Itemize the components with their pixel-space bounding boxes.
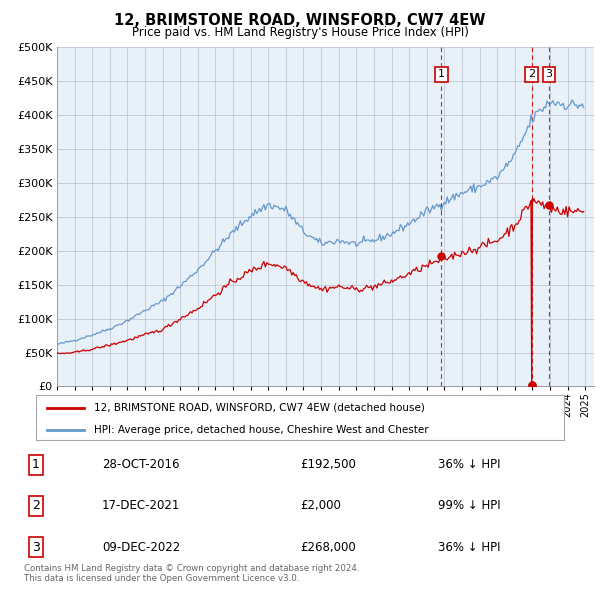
Text: 3: 3 xyxy=(545,70,553,79)
Text: 12, BRIMSTONE ROAD, WINSFORD, CW7 4EW: 12, BRIMSTONE ROAD, WINSFORD, CW7 4EW xyxy=(115,13,485,28)
Text: 99% ↓ HPI: 99% ↓ HPI xyxy=(438,499,500,513)
Text: 12, BRIMSTONE ROAD, WINSFORD, CW7 4EW (detached house): 12, BRIMSTONE ROAD, WINSFORD, CW7 4EW (d… xyxy=(94,403,425,412)
Text: £2,000: £2,000 xyxy=(300,499,341,513)
Text: 2: 2 xyxy=(32,499,40,513)
Text: 36% ↓ HPI: 36% ↓ HPI xyxy=(438,540,500,554)
Text: 3: 3 xyxy=(32,540,40,554)
Text: 28-OCT-2016: 28-OCT-2016 xyxy=(102,458,179,471)
Text: 17-DEC-2021: 17-DEC-2021 xyxy=(102,499,181,513)
Text: £192,500: £192,500 xyxy=(300,458,356,471)
Text: 09-DEC-2022: 09-DEC-2022 xyxy=(102,540,180,554)
Text: Price paid vs. HM Land Registry's House Price Index (HPI): Price paid vs. HM Land Registry's House … xyxy=(131,26,469,39)
Text: 36% ↓ HPI: 36% ↓ HPI xyxy=(438,458,500,471)
Text: £268,000: £268,000 xyxy=(300,540,356,554)
Text: 2: 2 xyxy=(528,70,535,79)
Text: 1: 1 xyxy=(438,70,445,79)
Text: 1: 1 xyxy=(32,458,40,471)
Text: Contains HM Land Registry data © Crown copyright and database right 2024.
This d: Contains HM Land Registry data © Crown c… xyxy=(24,563,359,583)
Text: HPI: Average price, detached house, Cheshire West and Chester: HPI: Average price, detached house, Ches… xyxy=(94,425,429,435)
